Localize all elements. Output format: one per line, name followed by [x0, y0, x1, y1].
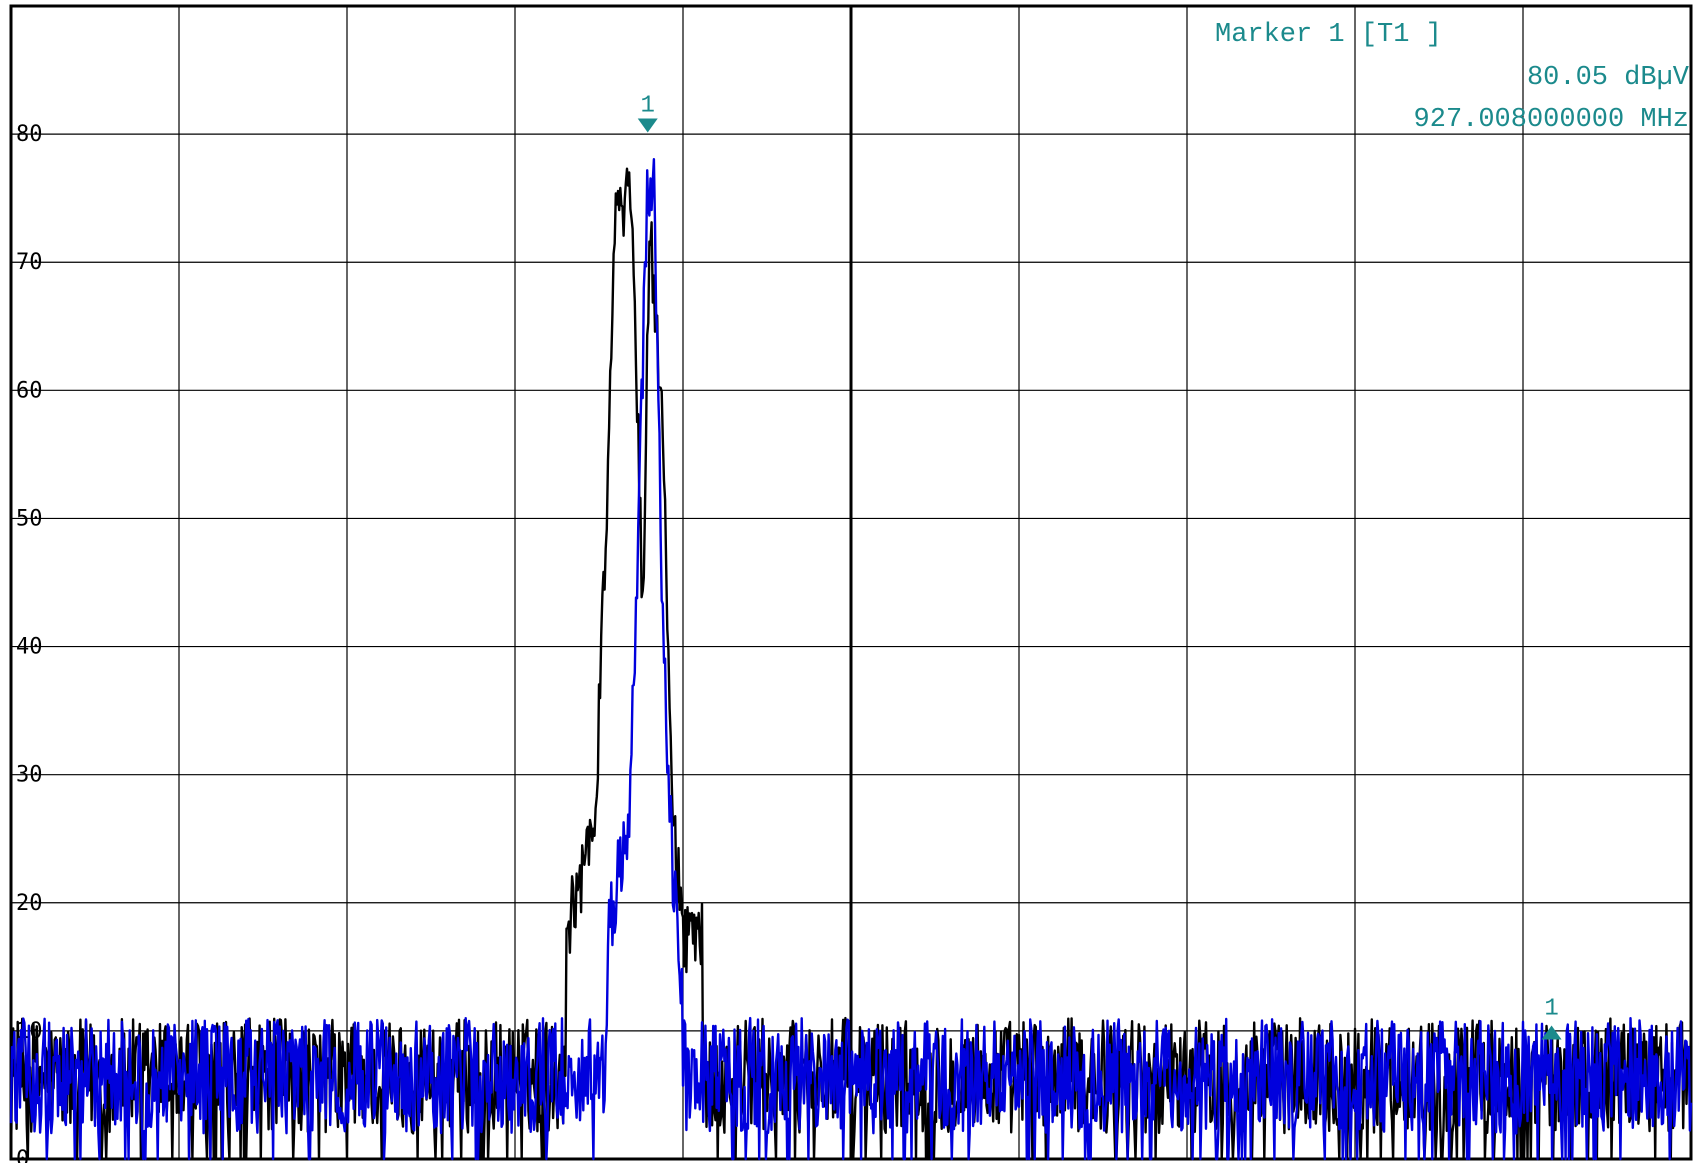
- y-tick-label: 40: [16, 635, 43, 660]
- markers: 11: [637, 92, 1562, 1040]
- readout-line-3: 927.008000000 MHz: [1414, 105, 1689, 135]
- traces: [9, 158, 1693, 1161]
- marker-label: 1: [1544, 995, 1558, 1022]
- readout-line-1: Marker 1 [T1 ]: [1215, 20, 1442, 50]
- marker-triangle-down: [637, 118, 658, 133]
- y-tick-label: 80: [16, 122, 43, 147]
- marker-label: 1: [641, 92, 655, 119]
- y-tick-label: 20: [16, 891, 43, 916]
- y-tick-label: 50: [16, 506, 43, 531]
- marker-readout: Marker 1 [T1 ] 80.05 dBµV 927.008000000 …: [1215, 20, 1690, 135]
- y-tick-label: 70: [16, 250, 43, 275]
- grid: [11, 6, 1691, 1159]
- y-tick-label: 60: [16, 378, 43, 403]
- readout-line-2: 80.05 dBµV: [1527, 63, 1690, 93]
- trace-2: [9, 158, 1693, 1161]
- y-tick-label: 30: [16, 763, 43, 788]
- y-tick-label: 0: [16, 1147, 29, 1163]
- marker-triangle-up: [1541, 1025, 1562, 1040]
